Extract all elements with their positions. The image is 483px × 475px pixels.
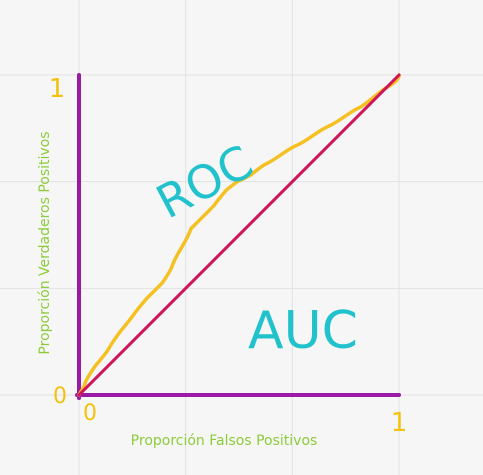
y-axis-title: Proporción Verdaderos Positivos: [37, 131, 53, 354]
roc-point: [343, 115, 347, 119]
roc-point: [311, 134, 315, 138]
roc-point: [295, 143, 299, 147]
y-tick-label-one: 1: [49, 74, 66, 104]
roc-point: [170, 265, 174, 269]
plot-marks: [75, 73, 401, 400]
y-tick-label-zero: 0: [53, 384, 67, 409]
roc-point: [237, 179, 241, 183]
roc-point: [106, 348, 110, 352]
roc-point: [224, 188, 228, 192]
roc-point: [83, 380, 87, 384]
roc-point: [250, 172, 254, 176]
auc-annotation: AUC: [248, 301, 358, 361]
diagonal-line: [77, 73, 401, 397]
roc-point: [189, 227, 193, 231]
roc-point: [202, 214, 206, 218]
roc-point: [131, 313, 135, 317]
roc-point: [359, 105, 363, 109]
roc-curve: [77, 73, 401, 397]
roc-point: [263, 163, 267, 167]
x-axis-title: Proporción Falsos Positivos: [131, 433, 318, 449]
x-tick-label-zero: 0: [83, 401, 97, 426]
roc-point: [144, 297, 148, 301]
x-tick-label-one: 1: [391, 408, 408, 438]
roc-point: [93, 364, 97, 368]
roc-point: [147, 294, 151, 298]
roc-point: [179, 246, 183, 250]
roc-point: [160, 281, 164, 285]
roc-point: [211, 204, 215, 208]
roc-point: [327, 124, 331, 128]
roc-point: [279, 153, 283, 157]
roc-point: [119, 329, 123, 333]
